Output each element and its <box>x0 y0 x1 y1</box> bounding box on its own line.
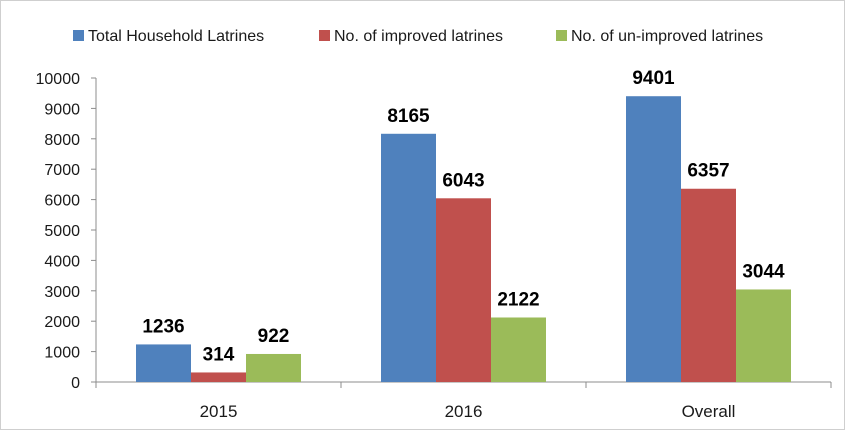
legend-label-2: No. of improved latrines <box>334 28 503 45</box>
y-tick-label: 0 <box>71 375 80 392</box>
bar-overall-series-3 <box>736 289 791 382</box>
bar-2016-series-3 <box>491 317 546 382</box>
data-label: 2122 <box>497 289 539 310</box>
data-label: 8165 <box>387 106 430 127</box>
x-tick-label: 2016 <box>445 402 483 421</box>
data-label: 6357 <box>687 161 729 182</box>
x-axis: 2015 2016 Overall <box>95 381 832 421</box>
legend-swatch-2 <box>319 30 330 41</box>
y-tick-label: 10000 <box>36 71 81 88</box>
legend-swatch-3 <box>556 30 567 41</box>
y-tick-label: 3000 <box>44 284 80 301</box>
data-label: 314 <box>203 344 235 365</box>
data-label: 9401 <box>632 68 675 89</box>
y-tick-label: 6000 <box>44 193 80 210</box>
y-tick-label: 2000 <box>44 314 80 331</box>
data-labels: 1236 314 922 8165 6043 2122 9401 6357 3044 <box>142 68 785 365</box>
y-tick-label: 9000 <box>44 101 80 118</box>
bar-overall-series-1 <box>626 96 681 383</box>
bar-2015-series-2 <box>191 372 246 382</box>
y-tick-label: 8000 <box>44 132 80 149</box>
bar-2016-series-1 <box>381 133 436 382</box>
legend: Total Household Latrines No. of improved … <box>73 28 763 45</box>
data-label: 3044 <box>742 261 785 282</box>
y-tick-label: 5000 <box>44 223 80 240</box>
x-tick-label: Overall <box>682 402 736 421</box>
legend-label-3: No. of un-improved latrines <box>571 28 763 45</box>
legend-swatch-1 <box>73 30 84 41</box>
bar-2016-series-2 <box>436 198 491 382</box>
x-tick-label: 2015 <box>200 402 238 421</box>
y-axis: 0 1000 2000 3000 4000 5000 6000 7000 8000 9000 100… <box>36 71 97 392</box>
data-label: 6043 <box>442 170 484 191</box>
y-tick-label: 4000 <box>44 253 80 270</box>
bar-overall-series-2 <box>681 188 736 382</box>
y-tick-label: 7000 <box>44 162 80 179</box>
bar-2015-series-1 <box>136 344 191 382</box>
bar-2015-series-3 <box>246 353 301 382</box>
bars <box>136 96 791 383</box>
y-tick-label: 1000 <box>44 345 80 362</box>
data-label: 1236 <box>142 316 184 337</box>
data-label: 922 <box>258 326 290 347</box>
legend-label-1: Total Household Latrines <box>88 28 264 45</box>
